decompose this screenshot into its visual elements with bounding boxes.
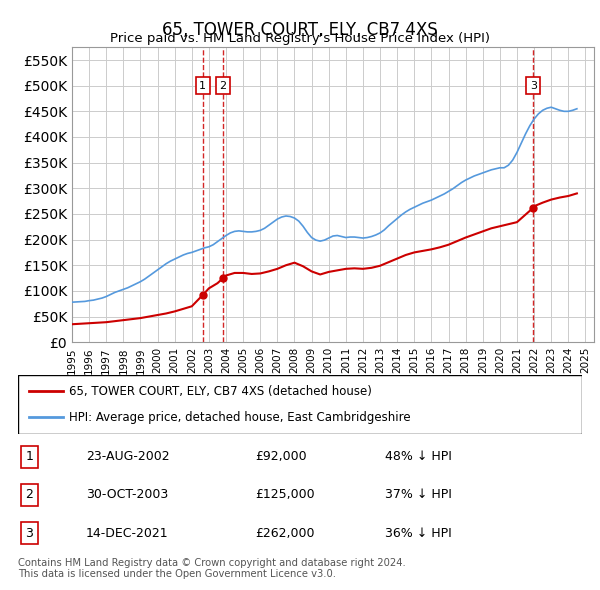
Text: 14-DEC-2021: 14-DEC-2021 <box>86 526 169 539</box>
Text: £92,000: £92,000 <box>255 450 307 463</box>
Text: 37% ↓ HPI: 37% ↓ HPI <box>385 489 451 502</box>
Text: 48% ↓ HPI: 48% ↓ HPI <box>385 450 451 463</box>
Text: 2: 2 <box>25 489 33 502</box>
Text: 23-AUG-2002: 23-AUG-2002 <box>86 450 169 463</box>
FancyBboxPatch shape <box>18 375 582 434</box>
Text: 30-OCT-2003: 30-OCT-2003 <box>86 489 168 502</box>
Text: 1: 1 <box>25 450 33 463</box>
Text: £125,000: £125,000 <box>255 489 314 502</box>
Text: Contains HM Land Registry data © Crown copyright and database right 2024.
This d: Contains HM Land Registry data © Crown c… <box>18 558 406 579</box>
Text: Price paid vs. HM Land Registry's House Price Index (HPI): Price paid vs. HM Land Registry's House … <box>110 32 490 45</box>
Text: 1: 1 <box>199 81 206 91</box>
Text: £262,000: £262,000 <box>255 526 314 539</box>
Text: 65, TOWER COURT, ELY, CB7 4XS (detached house): 65, TOWER COURT, ELY, CB7 4XS (detached … <box>69 385 371 398</box>
Text: 65, TOWER COURT, ELY, CB7 4XS: 65, TOWER COURT, ELY, CB7 4XS <box>162 21 438 39</box>
Text: 3: 3 <box>530 81 537 91</box>
Text: HPI: Average price, detached house, East Cambridgeshire: HPI: Average price, detached house, East… <box>69 411 410 424</box>
Text: 3: 3 <box>25 526 33 539</box>
Text: 2: 2 <box>220 81 227 91</box>
Text: 36% ↓ HPI: 36% ↓ HPI <box>385 526 451 539</box>
